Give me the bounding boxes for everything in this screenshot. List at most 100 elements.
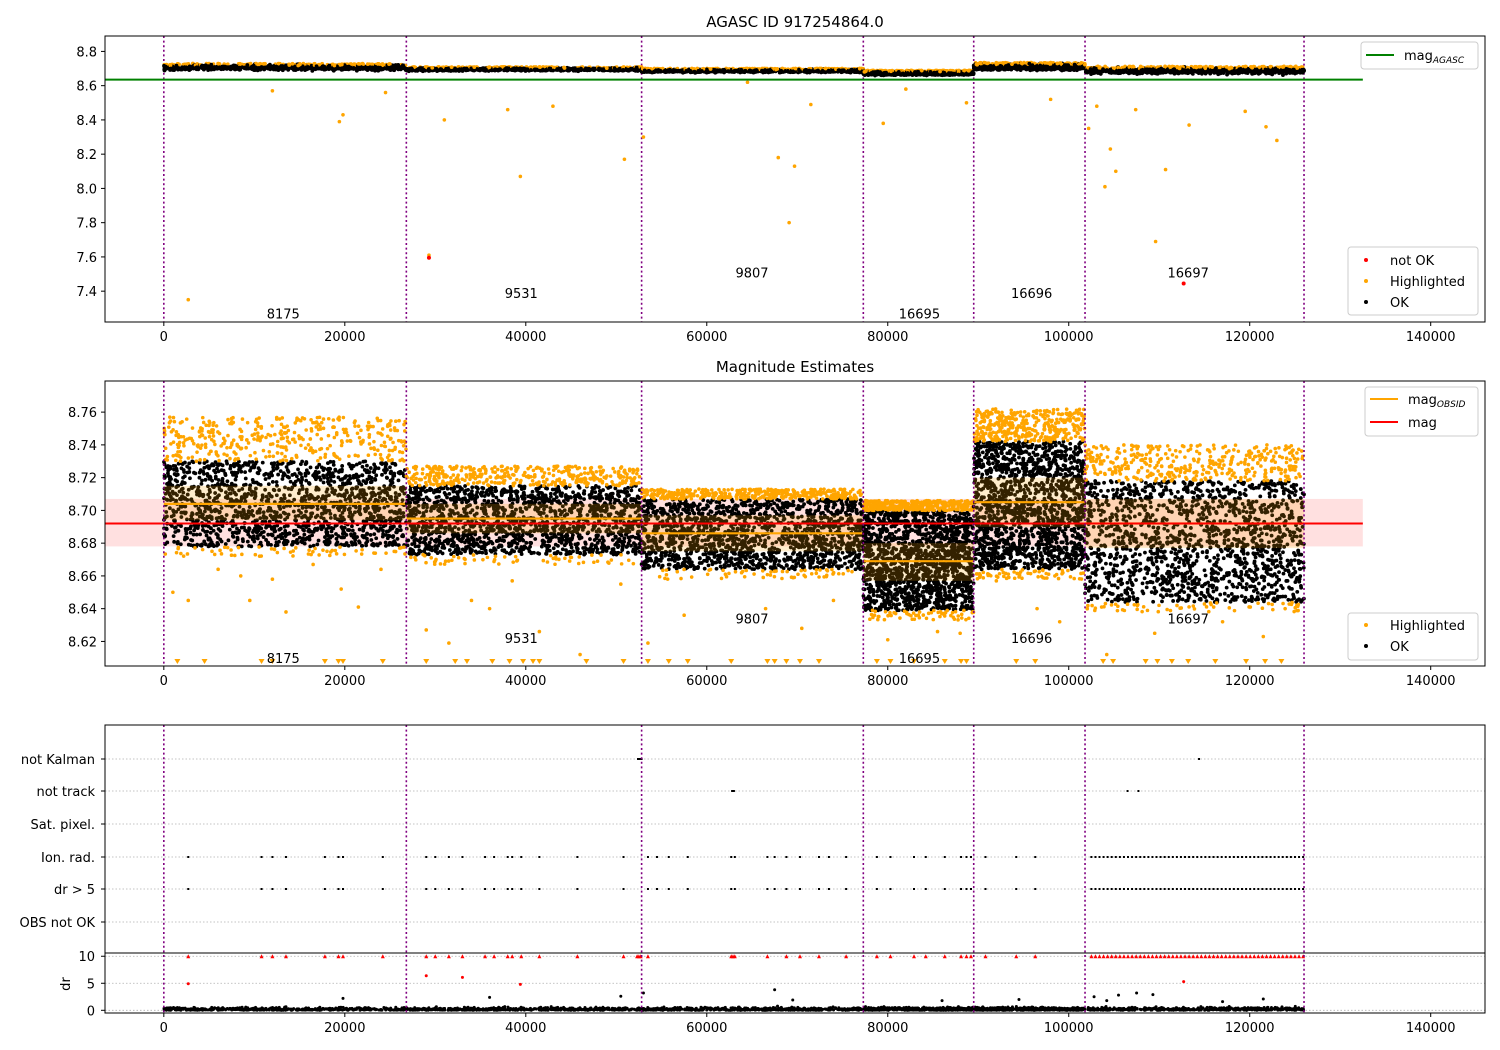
ok-point bbox=[1082, 62, 1087, 67]
ok-point bbox=[206, 65, 211, 70]
ok-point bbox=[454, 67, 458, 72]
ok-point bbox=[980, 68, 985, 72]
ok-point bbox=[984, 67, 988, 72]
ok-point bbox=[938, 69, 942, 74]
ok-point bbox=[962, 68, 966, 73]
ok-point bbox=[1048, 62, 1053, 66]
ok-point bbox=[380, 62, 385, 66]
ok-point bbox=[174, 63, 179, 68]
ok-point bbox=[503, 67, 507, 72]
ok-point bbox=[585, 67, 589, 71]
ok-point bbox=[332, 63, 337, 68]
ok-point bbox=[820, 69, 825, 74]
ok-point bbox=[357, 66, 362, 70]
ok-point bbox=[547, 66, 552, 71]
ok-point bbox=[982, 64, 986, 68]
ok-point bbox=[209, 67, 213, 72]
ok-point bbox=[632, 67, 636, 72]
ok-point bbox=[1010, 62, 1014, 67]
ok-point bbox=[360, 61, 365, 66]
ok-point bbox=[942, 70, 947, 75]
ok-point bbox=[696, 68, 701, 73]
ok-point bbox=[699, 69, 704, 73]
ok-point bbox=[872, 72, 876, 77]
ok-point bbox=[994, 61, 999, 66]
ok-point bbox=[934, 71, 939, 76]
ok-point bbox=[438, 67, 443, 72]
ok-point bbox=[356, 61, 361, 66]
ok-point bbox=[664, 70, 669, 74]
ok-point bbox=[544, 67, 549, 72]
ok-point bbox=[370, 62, 375, 67]
ok-point bbox=[878, 70, 882, 74]
ok-point bbox=[442, 68, 447, 73]
ok-point bbox=[708, 67, 713, 71]
ok-point bbox=[731, 69, 736, 74]
ok-point bbox=[327, 63, 332, 68]
ok-point bbox=[715, 68, 720, 73]
ok-point bbox=[1028, 65, 1033, 70]
ok-point bbox=[487, 65, 492, 70]
ok-point bbox=[410, 68, 415, 72]
ok-point bbox=[423, 65, 428, 69]
ok-point bbox=[319, 67, 324, 71]
ok-point bbox=[259, 65, 264, 70]
chart-1-title: AGASC ID 917254864.0 bbox=[706, 13, 884, 31]
ok-point bbox=[168, 66, 173, 71]
ok-point bbox=[849, 67, 854, 72]
ok-point bbox=[295, 67, 300, 72]
ok-point bbox=[617, 66, 622, 71]
ok-point bbox=[687, 68, 692, 73]
ok-point bbox=[387, 62, 391, 67]
ok-point bbox=[739, 67, 744, 72]
ok-point bbox=[647, 69, 652, 74]
ok-point bbox=[1001, 60, 1005, 65]
ok-point bbox=[304, 65, 309, 70]
ok-point bbox=[1011, 66, 1016, 70]
ok-point bbox=[448, 69, 453, 73]
ok-point bbox=[1001, 67, 1006, 72]
ok-point bbox=[960, 72, 965, 76]
ok-point bbox=[570, 67, 574, 71]
ok-point bbox=[1035, 64, 1040, 69]
ok-point bbox=[430, 65, 435, 70]
ok-point bbox=[609, 68, 613, 73]
ok-point bbox=[251, 63, 256, 68]
ok-point bbox=[516, 67, 521, 71]
ok-point bbox=[510, 67, 515, 72]
ok-point bbox=[339, 62, 344, 67]
ok-point bbox=[775, 66, 780, 71]
ok-point bbox=[423, 68, 428, 73]
ok-point bbox=[519, 67, 523, 72]
ok-point bbox=[1041, 65, 1046, 69]
ok-point bbox=[551, 68, 555, 73]
ok-point bbox=[752, 68, 757, 73]
ok-point bbox=[244, 64, 249, 69]
ok-point bbox=[779, 68, 784, 73]
ok-point bbox=[427, 67, 432, 72]
ok-point bbox=[449, 65, 454, 70]
ok-point bbox=[953, 72, 957, 77]
ok-point bbox=[265, 65, 270, 70]
ok-point bbox=[1022, 64, 1027, 69]
ok-point bbox=[222, 65, 227, 69]
ok-point bbox=[347, 64, 351, 69]
ok-point bbox=[1064, 67, 1069, 72]
ok-point bbox=[966, 68, 971, 73]
ok-point bbox=[930, 72, 935, 77]
ok-point bbox=[541, 67, 545, 72]
ok-point bbox=[896, 71, 901, 76]
ok-point bbox=[1005, 64, 1010, 69]
ok-point bbox=[671, 69, 676, 73]
ok-point bbox=[352, 62, 357, 67]
ok-point bbox=[225, 62, 230, 67]
ok-point bbox=[769, 69, 774, 74]
ok-point bbox=[343, 64, 348, 69]
ok-point bbox=[573, 68, 578, 73]
ok-point bbox=[459, 68, 463, 73]
ok-point bbox=[365, 62, 370, 67]
ok-point bbox=[1077, 65, 1082, 70]
